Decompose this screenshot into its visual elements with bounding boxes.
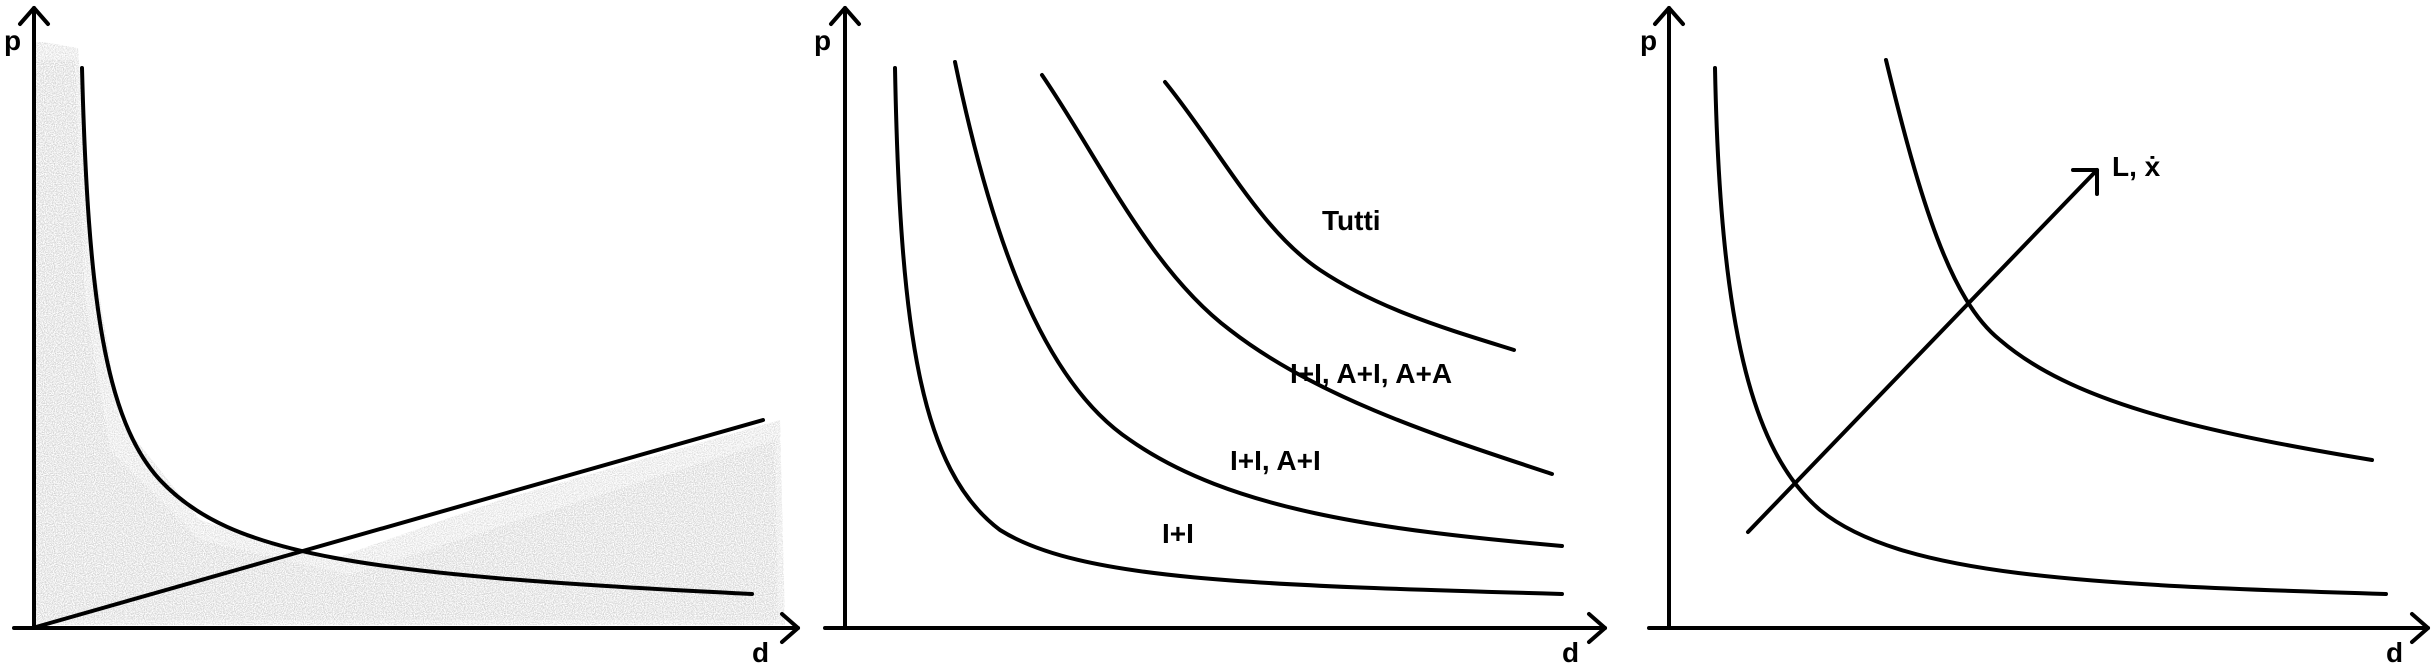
panel-3-diagonal-arrow [1746, 168, 2099, 534]
panel-2-label-i-i-a-i-a-a: I+I, A+I, A+A [1290, 358, 1452, 389]
panel-1-straight-line [34, 418, 765, 629]
panel-2-curve-i-i-a-i [953, 60, 1564, 548]
panel-3-lower-hyperbola [1713, 66, 2388, 596]
panel-2-curve-i-i-a-i-a-a [1040, 73, 1554, 476]
panel-1-y-axis-arrowhead [18, 6, 50, 26]
panel-3-x-axis-arrowhead [2410, 612, 2430, 644]
panel-1-shade-fill [32, 42, 785, 625]
panel-2-curve-tutti [1163, 80, 1516, 352]
panel-3-arrow-label: L, ẋ [2112, 151, 2161, 182]
panel-2-label-tutti: Tutti [1322, 205, 1381, 236]
panel-1-x-axis-label: d [752, 637, 769, 668]
panel-3-upper-hyperbola [1884, 58, 2374, 462]
panel-3-y-axis-label: p [1640, 25, 1657, 56]
panel-1-hyperbola-curve [80, 66, 754, 596]
panel-2-y-axis-label: p [814, 25, 831, 56]
panel-2-label-i-i: I+I [1162, 518, 1194, 549]
panel-3-x-axis-label: d [2386, 637, 2403, 668]
panel-3-diagonal-arrowhead [2071, 168, 2099, 196]
panel-2-curve-i-i [893, 66, 1564, 596]
panel-1-shade-core [34, 60, 778, 620]
panel-3: p d L, ẋ [1640, 6, 2430, 668]
panel-2-x-axis-arrowhead [1587, 612, 1607, 644]
panel-1: p d [4, 6, 800, 668]
panel-2-label-i-i-a-i: I+I, A+I [1230, 445, 1321, 476]
panel-1-shaded-region [32, 42, 785, 625]
panel-1-x-axis-arrowhead [780, 612, 800, 644]
panel-2: p d I+I I+I, A+I I+I, A+I, A+A Tutti [814, 6, 1607, 668]
panel-1-y-axis-label: p [4, 25, 21, 56]
panel-3-y-axis-arrowhead [1653, 6, 1685, 26]
panel-2-y-axis-arrowhead [829, 6, 861, 26]
panel-2-x-axis-label: d [1562, 637, 1579, 668]
